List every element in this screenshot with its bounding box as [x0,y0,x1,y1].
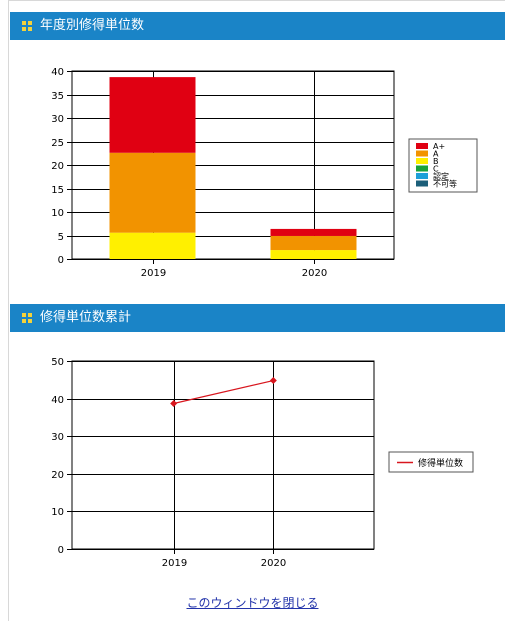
y-tick-label: 35 [51,91,64,102]
bar-segment [109,152,196,233]
page-border-top [8,0,505,1]
plot-area [71,360,375,550]
bar-segment [270,228,357,236]
legend-box [388,451,474,473]
y-tick-label: 10 [51,208,64,219]
y-tick-label: 40 [51,67,64,78]
grid-icon [22,313,32,323]
cumulative-credits-chart: 0 10 20 30 40 50 2019 2020 修得単位数 [51,357,474,569]
section-header-cumulative: 修得単位数累計 [10,304,505,332]
y-tick-label: 40 [51,395,64,406]
grid-icon [22,21,32,31]
y-tick-label: 5 [58,232,64,243]
data-point [269,377,277,385]
legend-swatch [416,143,428,149]
legend-swatch [416,165,428,172]
section-title-yearly: 年度別修得単位数 [40,18,145,33]
legend-label: 修得単位数 [418,457,463,469]
y-tick-label: 15 [51,185,64,196]
x-tick-label: 2020 [302,268,327,279]
bar-segment [109,232,196,259]
y-tick-label: 30 [51,114,64,125]
y-tick-label: 20 [51,470,64,481]
y-tick-label: 0 [58,255,64,266]
y-tick-label: 0 [58,545,64,556]
page-border [8,0,9,621]
legend-label: A+ [433,142,445,151]
legend-label: B [433,157,439,166]
data-point [170,399,178,407]
legend-swatch [416,180,428,187]
y-tick-label: 30 [51,432,64,443]
legend-label: C [433,165,439,174]
y-tick-label: 50 [51,357,64,368]
legend-swatch [416,173,428,179]
legend-label: 不可等 [433,179,457,189]
y-tick-label: 20 [51,161,64,172]
x-tick-label: 2020 [261,558,286,569]
x-tick-label: 2019 [141,268,166,279]
x-tick-label: 2019 [162,558,187,569]
y-tick-label: 25 [51,138,64,149]
legend-label: 認定 [433,171,449,181]
bar-segment [270,235,357,251]
legend-label: A [433,150,439,159]
section-header-yearly: 年度別修得単位数 [10,12,505,40]
section-title-cumulative: 修得単位数累計 [40,310,132,325]
legend-swatch [416,150,428,157]
series-line [173,379,274,405]
bar-segment [109,77,196,153]
bar-segment [270,250,357,259]
close-window-link[interactable]: このウィンドウを閉じる [186,596,319,610]
y-tick-label: 10 [51,507,64,518]
legend-swatch [416,158,428,164]
